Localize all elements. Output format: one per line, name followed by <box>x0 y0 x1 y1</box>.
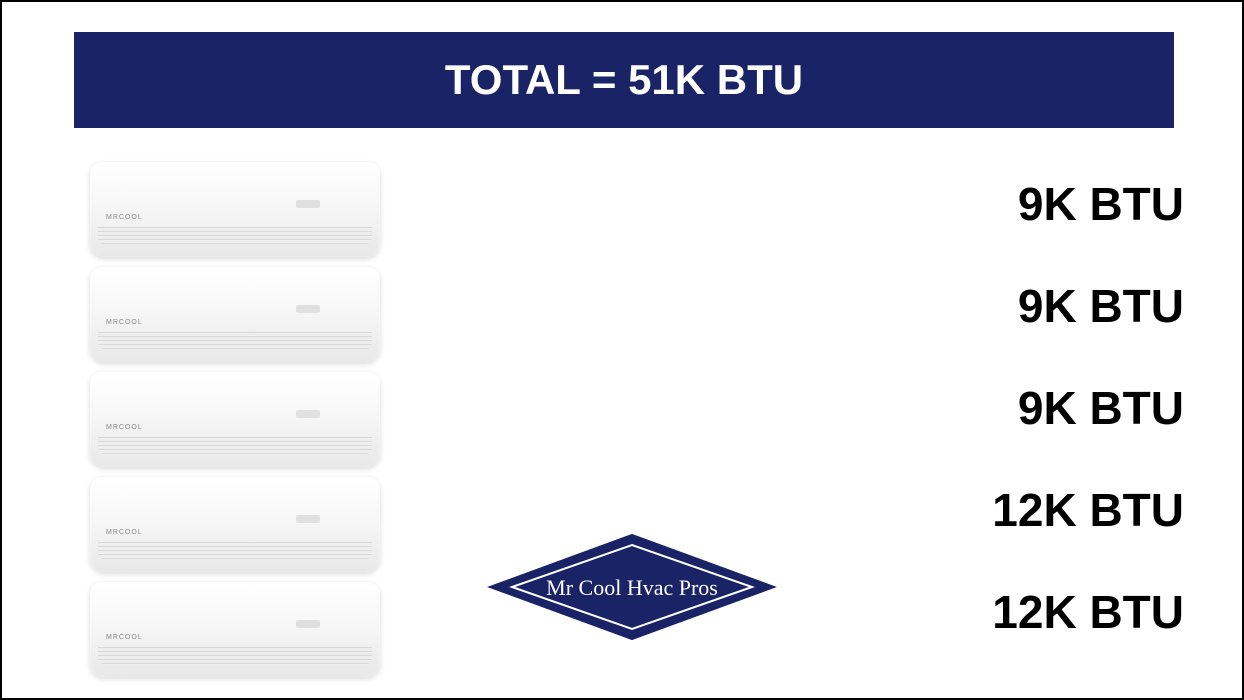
btu-value: 9K BTU <box>992 279 1184 333</box>
ac-brand-label: MRCOOL <box>106 319 143 326</box>
ac-brand-label: MRCOOL <box>106 634 143 641</box>
header-banner: TOTAL = 51K BTU <box>74 32 1174 128</box>
company-logo: Mr Cool Hvac Pros <box>482 527 782 647</box>
btu-values-column: 9K BTU 9K BTU 9K BTU 12K BTU 12K BTU <box>992 177 1184 639</box>
logo-text: Mr Cool Hvac Pros <box>546 575 718 600</box>
ac-brand-label: MRCOOL <box>106 424 143 431</box>
btu-value: 9K BTU <box>992 177 1184 231</box>
ac-unit: MRCOOL <box>90 582 380 677</box>
ac-units-column: MRCOOL MRCOOL MRCOOL MRCOOL MRCOOL <box>90 162 380 677</box>
btu-value: 9K BTU <box>992 381 1184 435</box>
ac-brand-label: MRCOOL <box>106 529 143 536</box>
btu-value: 12K BTU <box>992 585 1184 639</box>
ac-unit: MRCOOL <box>90 372 380 467</box>
logo-diamond-icon: Mr Cool Hvac Pros <box>482 527 782 647</box>
ac-brand-label: MRCOOL <box>106 214 143 221</box>
btu-value: 12K BTU <box>992 483 1184 537</box>
ac-unit: MRCOOL <box>90 477 380 572</box>
ac-unit: MRCOOL <box>90 162 380 257</box>
header-title: TOTAL = 51K BTU <box>445 56 803 104</box>
ac-unit: MRCOOL <box>90 267 380 362</box>
